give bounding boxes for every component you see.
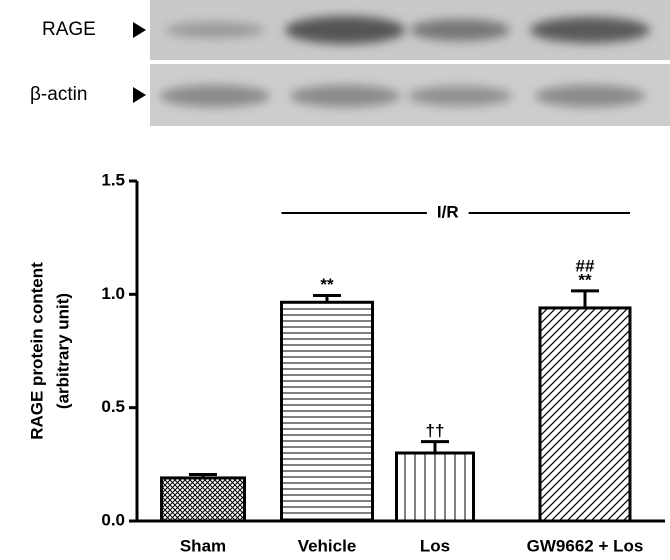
group-label: I/R (437, 202, 459, 221)
x-tick-label: Sham (180, 536, 226, 555)
x-tick-label: Vehicle (298, 536, 357, 555)
x-tick-label: GW9662 + Los (527, 536, 644, 555)
bar (395, 451, 475, 523)
y-tick-label: 1.0 (101, 284, 125, 303)
bar (538, 306, 632, 523)
error-bar (313, 293, 341, 303)
blot-label: RAGE (42, 19, 96, 40)
y-label: (arbitrary unit) (53, 293, 72, 409)
x-tick-label: Los (420, 536, 450, 555)
y-tick-label: 0.5 (101, 397, 125, 416)
significance-mark: ## (576, 256, 595, 275)
significance-mark: ** (320, 275, 334, 294)
significance-mark: ** (578, 270, 592, 289)
bar (160, 476, 246, 523)
error-bar (189, 473, 217, 478)
error-bar (421, 440, 449, 453)
y-label: RAGE protein content (27, 262, 46, 440)
error-bar (571, 289, 599, 308)
bar (280, 300, 374, 523)
y-tick-label: 0.0 (101, 510, 125, 529)
significance-mark: †† (426, 421, 445, 440)
western-blot: RAGE β-actin (30, 0, 670, 126)
y-tick-label: 1.5 (101, 170, 125, 189)
blot-label: β-actin (30, 84, 87, 105)
y-axis-title: RAGE protein content (arbitrary unit) (27, 262, 72, 440)
